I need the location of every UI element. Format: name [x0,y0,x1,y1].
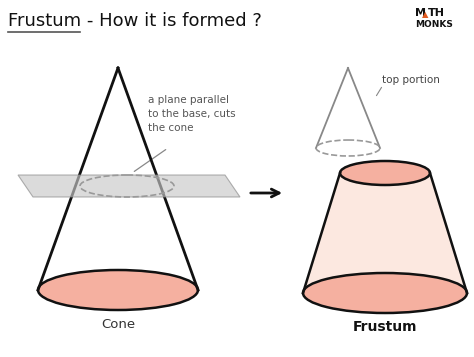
Ellipse shape [303,273,467,313]
Text: M: M [415,8,426,18]
Text: Cone: Cone [101,318,135,331]
Polygon shape [18,175,240,197]
Polygon shape [303,173,467,293]
Text: Frustum: Frustum [353,320,417,334]
Text: TH: TH [428,8,445,18]
Text: MONKS: MONKS [415,20,453,29]
Text: a plane parallel
to the base, cuts
the cone: a plane parallel to the base, cuts the c… [148,95,236,133]
Text: top portion: top portion [382,75,440,85]
Text: ▲: ▲ [422,10,428,19]
Text: Frustum - How it is formed ?: Frustum - How it is formed ? [8,12,262,30]
Ellipse shape [340,161,430,185]
Ellipse shape [38,270,198,310]
